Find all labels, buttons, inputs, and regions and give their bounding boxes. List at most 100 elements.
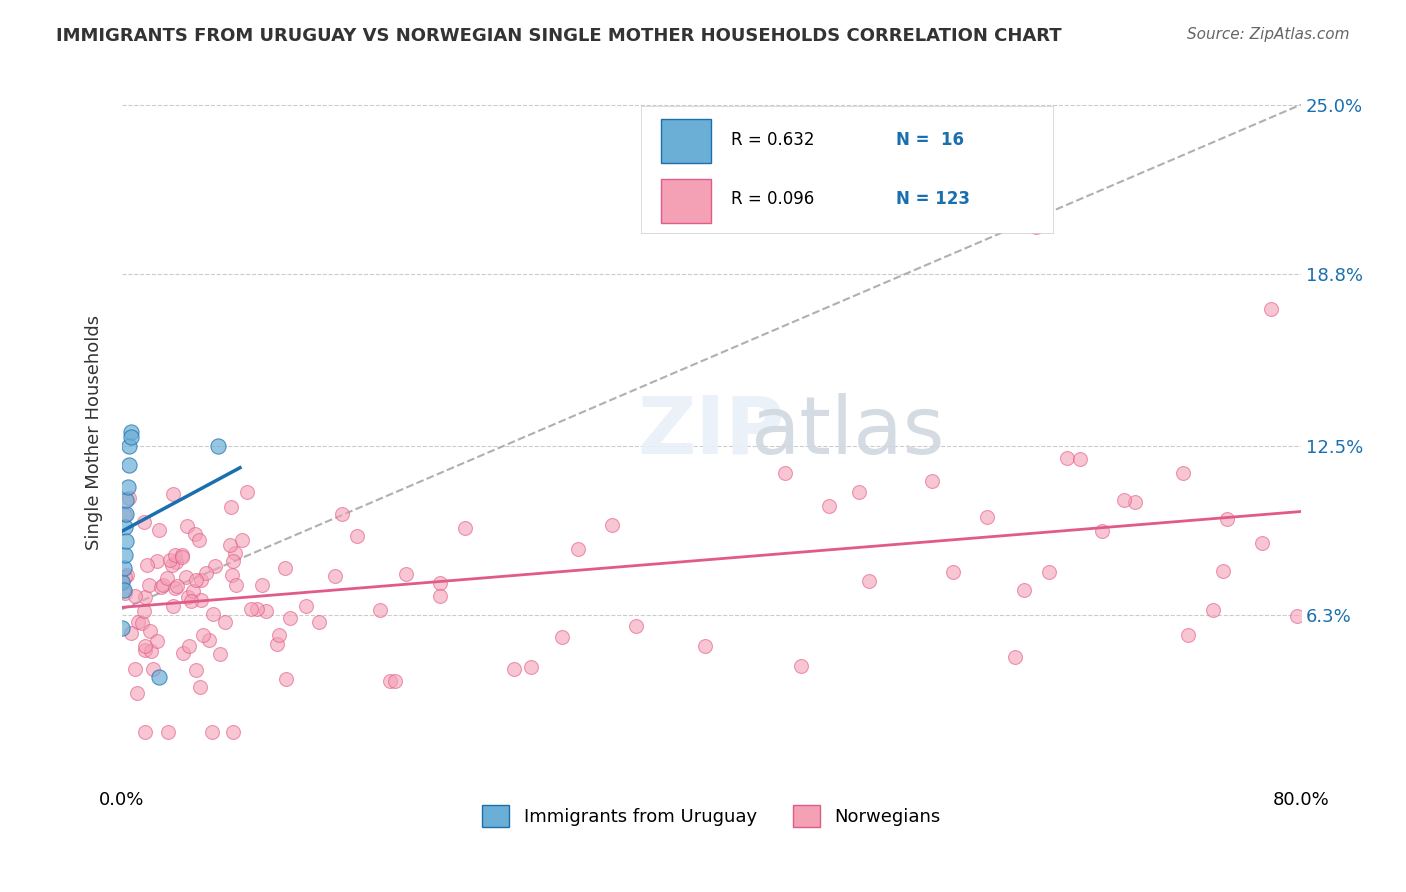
Point	[378, 674, 401, 689]
Y-axis label: Single Mother Households: Single Mother Households	[86, 314, 103, 549]
Point	[149, 580, 172, 594]
Point	[117, 491, 139, 506]
Point	[1286, 609, 1309, 624]
Text: IMMIGRANTS FROM URUGUAY VS NORWEGIAN SINGLE MOTHER HOUSEHOLDS CORRELATION CHART: IMMIGRANTS FROM URUGUAY VS NORWEGIAN SIN…	[56, 27, 1062, 45]
Point	[942, 565, 965, 579]
Text: ZIP: ZIP	[638, 393, 785, 471]
Point	[370, 603, 392, 617]
Point	[231, 533, 253, 547]
Point	[600, 517, 623, 532]
Point	[222, 554, 245, 568]
Point	[115, 534, 138, 549]
Point	[127, 615, 149, 629]
Point	[246, 601, 269, 615]
Legend: Immigrants from Uruguay, Norwegians: Immigrants from Uruguay, Norwegians	[475, 797, 948, 834]
Point	[162, 486, 184, 500]
Point	[222, 725, 245, 739]
Point	[295, 599, 318, 614]
Point	[214, 615, 236, 629]
Point	[188, 680, 211, 694]
Point	[166, 579, 188, 593]
Point	[1177, 628, 1199, 642]
Point	[250, 578, 273, 592]
Point	[136, 558, 159, 572]
Point	[180, 594, 202, 608]
Point	[1038, 566, 1060, 580]
Point	[225, 578, 247, 592]
Point	[114, 569, 136, 583]
Point	[503, 662, 526, 676]
Point	[111, 574, 134, 589]
Point	[120, 626, 142, 640]
Point	[204, 558, 226, 573]
Point	[134, 590, 156, 604]
Point	[858, 574, 880, 588]
Point	[976, 510, 998, 524]
Point	[134, 642, 156, 657]
Point	[112, 561, 135, 575]
Point	[308, 615, 330, 629]
Point	[132, 515, 155, 529]
Point	[219, 538, 242, 552]
Point	[1004, 649, 1026, 664]
Point	[921, 474, 943, 488]
Point	[112, 583, 135, 598]
Point	[183, 527, 205, 541]
Point	[194, 566, 217, 580]
Point	[120, 430, 142, 444]
Point	[146, 634, 169, 648]
Point	[134, 639, 156, 653]
Point	[1171, 466, 1194, 480]
Point	[111, 621, 134, 635]
Point	[170, 549, 193, 564]
Point	[266, 637, 288, 651]
Point	[131, 615, 153, 630]
Point	[269, 628, 291, 642]
Point	[190, 592, 212, 607]
Point	[184, 573, 207, 587]
Point	[395, 567, 418, 582]
Point	[165, 555, 187, 569]
Point	[156, 725, 179, 739]
Point	[132, 604, 155, 618]
Point	[429, 589, 451, 603]
Point	[1025, 220, 1047, 235]
Point	[1212, 564, 1234, 578]
Point	[163, 549, 186, 563]
Point	[114, 585, 136, 599]
Point	[148, 670, 170, 684]
Point	[176, 518, 198, 533]
Point	[156, 571, 179, 585]
Point	[118, 439, 141, 453]
Point	[146, 554, 169, 568]
Point	[148, 523, 170, 537]
Point	[124, 589, 146, 603]
Point	[120, 425, 142, 439]
Point	[1056, 450, 1078, 465]
Point	[159, 553, 181, 567]
Point	[124, 662, 146, 676]
Point	[117, 479, 139, 493]
Point	[114, 508, 136, 523]
Point	[429, 576, 451, 591]
Point	[190, 573, 212, 587]
Point	[278, 610, 301, 624]
Point	[125, 686, 148, 700]
Point	[221, 567, 243, 582]
Point	[567, 542, 589, 557]
Point	[384, 674, 406, 689]
Point	[1251, 536, 1274, 550]
Point	[187, 533, 209, 547]
Point	[207, 439, 229, 453]
Point	[183, 584, 205, 599]
Point	[160, 558, 183, 572]
Point	[818, 499, 841, 513]
Point	[172, 549, 194, 563]
Point	[184, 663, 207, 677]
Point	[197, 632, 219, 647]
Point	[789, 658, 811, 673]
Point	[624, 619, 647, 633]
Point	[201, 607, 224, 621]
Text: Source: ZipAtlas.com: Source: ZipAtlas.com	[1187, 27, 1350, 42]
Point	[1112, 493, 1135, 508]
